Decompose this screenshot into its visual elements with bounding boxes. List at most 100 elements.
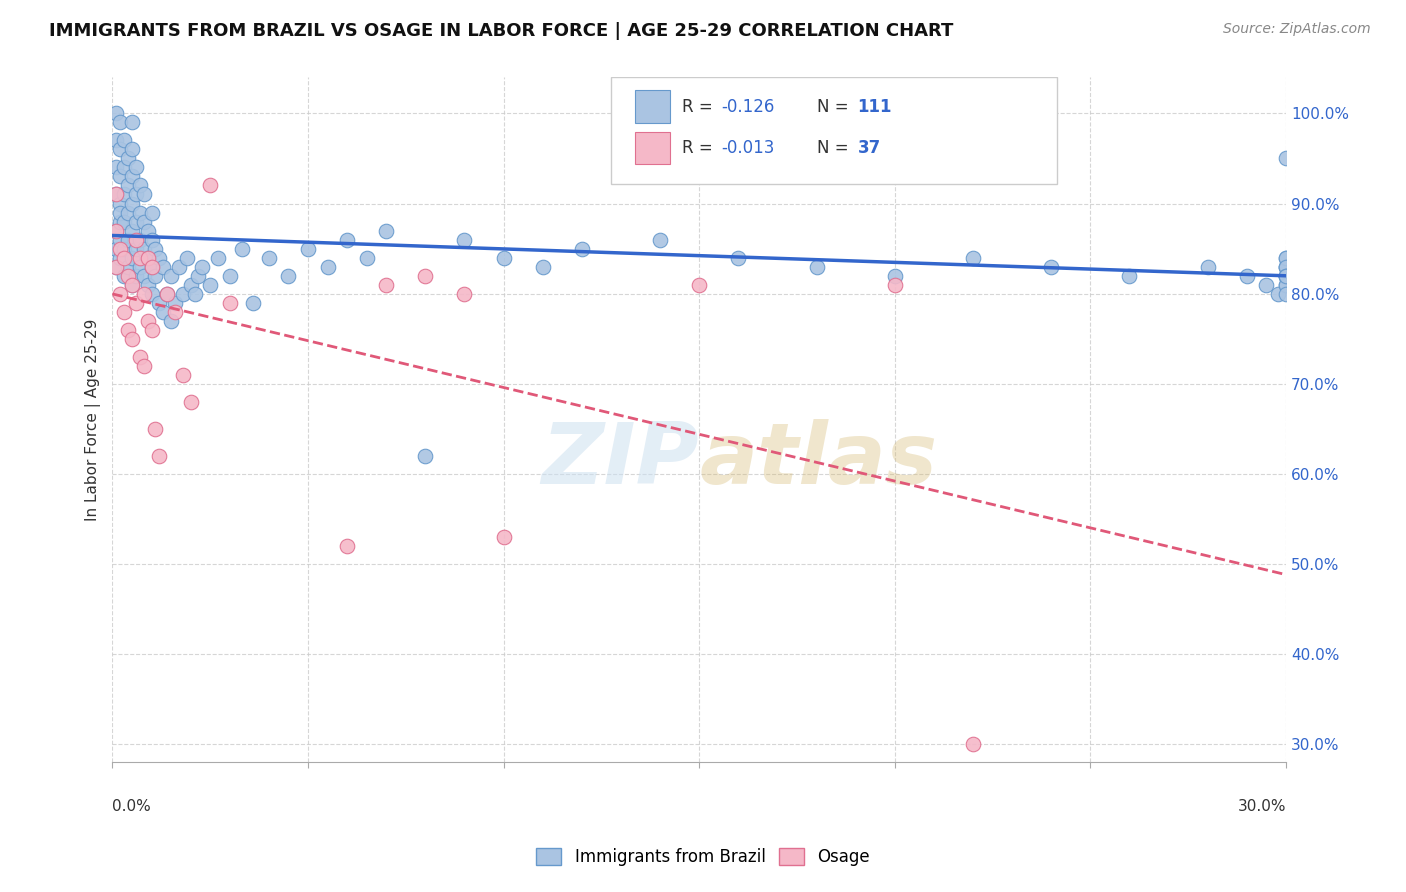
Point — [125, 187, 148, 202]
Point — [112, 133, 135, 147]
Point — [172, 286, 194, 301]
Point — [453, 233, 475, 247]
Point — [1236, 268, 1258, 283]
Point — [125, 214, 148, 228]
Point — [128, 233, 150, 247]
Point — [152, 304, 174, 318]
Point — [132, 286, 155, 301]
Point — [492, 530, 515, 544]
Point — [1040, 260, 1063, 274]
Point — [112, 251, 135, 265]
Point — [1275, 251, 1298, 265]
Point — [145, 242, 167, 256]
Point — [112, 304, 135, 318]
Point — [117, 268, 139, 283]
Point — [1275, 277, 1298, 292]
Point — [121, 251, 143, 265]
Point — [132, 268, 155, 283]
Point — [141, 205, 163, 219]
Point — [336, 539, 359, 553]
Point — [141, 260, 163, 274]
Point — [962, 251, 984, 265]
Text: ZIP: ZIP — [541, 419, 699, 502]
Point — [242, 295, 264, 310]
Point — [375, 277, 398, 292]
Point — [336, 233, 359, 247]
Point — [105, 260, 128, 274]
Point — [132, 359, 155, 373]
Text: N =: N = — [817, 98, 853, 116]
Point — [136, 223, 159, 237]
Y-axis label: In Labor Force | Age 25-29: In Labor Force | Age 25-29 — [86, 318, 101, 521]
Point — [145, 268, 167, 283]
Point — [105, 223, 128, 237]
Point — [125, 161, 148, 175]
Text: Source: ZipAtlas.com: Source: ZipAtlas.com — [1223, 22, 1371, 37]
Point — [277, 268, 299, 283]
Point — [117, 178, 139, 193]
Point — [105, 242, 128, 256]
Point — [117, 152, 139, 166]
Point — [121, 115, 143, 129]
Point — [136, 251, 159, 265]
Point — [121, 143, 143, 157]
Point — [1275, 268, 1298, 283]
Point — [132, 242, 155, 256]
FancyBboxPatch shape — [634, 131, 669, 164]
Point — [727, 251, 749, 265]
Point — [200, 277, 222, 292]
Point — [112, 242, 135, 256]
Point — [167, 260, 190, 274]
Point — [160, 313, 183, 327]
Point — [1275, 268, 1298, 283]
Point — [117, 205, 139, 219]
Point — [1256, 277, 1278, 292]
Point — [110, 169, 132, 184]
Point — [110, 286, 132, 301]
Point — [148, 295, 170, 310]
Point — [132, 214, 155, 228]
Point — [218, 268, 240, 283]
Point — [453, 286, 475, 301]
Point — [1275, 260, 1298, 274]
Point — [125, 268, 148, 283]
Text: IMMIGRANTS FROM BRAZIL VS OSAGE IN LABOR FORCE | AGE 25-29 CORRELATION CHART: IMMIGRANTS FROM BRAZIL VS OSAGE IN LABOR… — [49, 22, 953, 40]
Text: 111: 111 — [858, 98, 893, 116]
Text: R =: R = — [682, 139, 717, 157]
Point — [415, 449, 437, 463]
Point — [648, 233, 671, 247]
Point — [1197, 260, 1219, 274]
Point — [128, 260, 150, 274]
Text: R =: R = — [682, 98, 717, 116]
Text: 30.0%: 30.0% — [1237, 799, 1286, 814]
Point — [112, 268, 135, 283]
Text: -0.126: -0.126 — [721, 98, 775, 116]
Point — [128, 205, 150, 219]
Point — [257, 251, 280, 265]
FancyBboxPatch shape — [634, 90, 669, 123]
Point — [132, 187, 155, 202]
Point — [141, 322, 163, 336]
Point — [105, 106, 128, 120]
Point — [152, 260, 174, 274]
Point — [141, 260, 163, 274]
Point — [688, 277, 710, 292]
Text: 0.0%: 0.0% — [112, 799, 152, 814]
Point — [176, 251, 198, 265]
Point — [110, 214, 132, 228]
Point — [125, 242, 148, 256]
Point — [117, 233, 139, 247]
Point — [1275, 268, 1298, 283]
Text: 37: 37 — [858, 139, 882, 157]
Point — [110, 242, 132, 256]
Legend: Immigrants from Brazil, Osage: Immigrants from Brazil, Osage — [530, 841, 876, 873]
Point — [112, 161, 135, 175]
Point — [125, 295, 148, 310]
Point — [136, 313, 159, 327]
Point — [156, 286, 179, 301]
Point — [531, 260, 554, 274]
Point — [183, 286, 205, 301]
Point — [121, 332, 143, 346]
Point — [105, 187, 128, 202]
Point — [117, 260, 139, 274]
